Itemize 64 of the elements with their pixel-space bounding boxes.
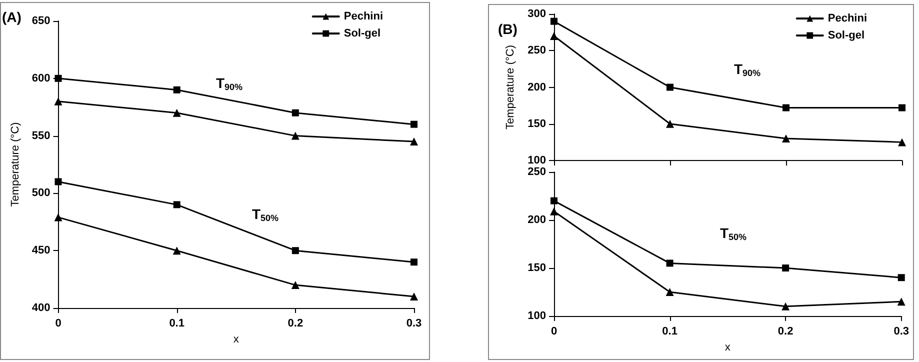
y-tick-label: 250 [528,166,546,178]
point [292,109,299,116]
y-axis-title: Temperature (°C) [504,45,516,130]
y-tick-label: 500 [32,187,50,200]
y-tick-label: 600 [32,72,50,84]
point [782,264,790,272]
y-tick-label: 450 [32,244,50,257]
x-tick-label: 0.1 [662,326,678,338]
x-tick-label: 0.1 [169,318,184,330]
x-tick-label: 0.3 [894,326,910,338]
point [898,104,906,112]
point [54,97,62,106]
y-tick-label: 200 [528,214,546,226]
y-tick-label: 550 [32,130,50,142]
text: (B) [498,21,518,37]
y-tick-label: 150 [528,262,546,274]
y-axis-title: Temperature (°C) [10,122,22,207]
point [666,120,674,128]
point [782,104,790,112]
point [410,120,418,128]
point [410,258,418,266]
point [173,86,180,94]
y-tick-label: 150 [528,118,546,130]
x-axis-title: x [233,334,240,346]
point [54,178,62,186]
legend-label: Pechini [828,12,867,24]
legend-label: Pechini [344,10,383,22]
x-tick-label: 0.2 [288,318,304,330]
y-tick-label: 200 [528,81,546,94]
legend-label: Sol-gel [344,28,381,40]
x-tick-label: 0 [55,318,62,330]
point [550,197,558,204]
y-tick-label: 650 [32,15,50,27]
point [898,138,906,146]
point [54,213,62,222]
y-tick-label: 100 [528,310,546,322]
point [172,108,181,117]
point [666,288,674,296]
point [291,132,300,140]
x-tick-label: 0.3 [406,318,422,330]
point [172,246,181,255]
x-axis-title: x [724,342,731,354]
point [410,138,418,146]
point [550,207,558,216]
y-tick-label: 100 [528,154,546,166]
point [666,260,674,267]
point [550,32,558,40]
point [292,247,299,254]
point [666,84,674,91]
point [898,274,905,282]
point [410,292,418,301]
x-tick-label: 0.2 [778,326,794,338]
y-tick-label: 400 [32,302,50,314]
text: (A) [2,9,22,25]
y-tick-label: 300 [528,8,546,20]
point [782,302,790,310]
point [173,201,180,208]
x-tick-label: 0 [550,326,558,338]
y-tick-label: 250 [528,44,546,57]
point [782,134,790,143]
legend-label: Sol-gel [828,30,865,42]
point [291,281,300,290]
point [550,18,558,25]
point [897,298,906,306]
